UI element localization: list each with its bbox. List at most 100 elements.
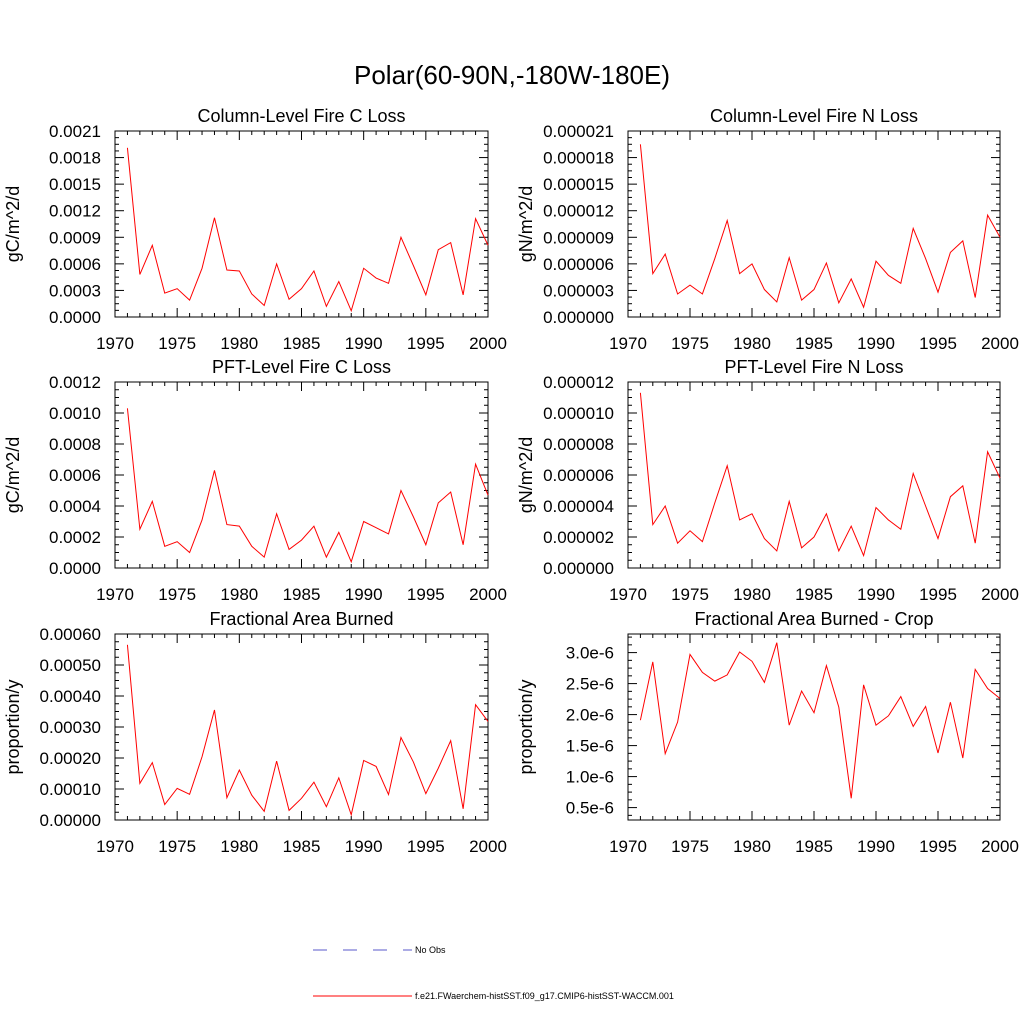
x-tick-label: 1970 — [96, 837, 134, 856]
y-tick-label: 0.000002 — [543, 528, 614, 547]
panel-title: Fractional Area Burned — [209, 609, 393, 629]
panel-pft-level-fire-c-loss: PFT-Level Fire C Loss 1970 1975 1980 1985 199… — [3, 357, 507, 604]
series-line — [126, 147, 489, 313]
legend-entry-model: f.e21.FWaerchem-histSST.f09_g17.CMIP6-hi… — [313, 991, 674, 1001]
y-tick-label: 0.000006 — [543, 255, 614, 274]
x-tick-label: 1995 — [919, 334, 957, 353]
x-tick-label: 1975 — [671, 334, 709, 353]
panel-column-level-fire-c-loss: Column-Level Fire C Loss 1970 1975 1980 1985… — [3, 106, 507, 353]
series-line — [639, 144, 1001, 309]
x-tick-label: 1980 — [220, 334, 258, 353]
panel-fractional-area-burned: Fractional Area Burned 1970 1975 1980 1985 19… — [3, 609, 507, 856]
y-tick-label: 0.0021 — [49, 122, 101, 141]
y-tick-label: 0.0012 — [49, 202, 101, 221]
y-tick-label: 0.00060 — [40, 625, 101, 644]
x-tick-label: 1995 — [919, 837, 957, 856]
y-tick-label: 0.000006 — [543, 466, 614, 485]
figure-title: Polar(60-90N,-180W-180E) — [354, 60, 670, 90]
legend-label-no-obs: No Obs — [415, 945, 446, 955]
panel-title: Column-Level Fire N Loss — [710, 106, 918, 126]
y-tick-label: 0.0015 — [49, 175, 101, 194]
y-tick-label: 0.0009 — [49, 228, 101, 247]
x-tick-label: 2000 — [469, 334, 507, 353]
y-tick-label: 0.000000 — [543, 559, 614, 578]
panels: Column-Level Fire C Loss 1970 1975 1980 1985… — [3, 106, 1019, 856]
x-tick-label: 1970 — [609, 334, 647, 353]
x-tick-label: 2000 — [981, 585, 1019, 604]
x-tick-label: 1990 — [857, 334, 895, 353]
y-tick-label: 0.00040 — [40, 687, 101, 706]
y-tick-label: 0.000012 — [543, 202, 614, 221]
x-tick-label: 2000 — [469, 837, 507, 856]
series-line — [639, 642, 1001, 799]
y-axis-label: proportion/y — [3, 679, 23, 774]
x-tick-label: 1985 — [795, 585, 833, 604]
x-tick-label: 1985 — [795, 837, 833, 856]
legend: No Obs f.e21.FWaerchem-histSST.f09_g17.C… — [313, 945, 674, 1001]
x-tick-label: 1970 — [96, 585, 134, 604]
plot-frame — [114, 633, 489, 821]
x-tick-label: 1990 — [857, 837, 895, 856]
y-tick-label: 0.000010 — [543, 404, 614, 423]
x-tick-label: 1990 — [857, 585, 895, 604]
x-tick-label: 1980 — [220, 585, 258, 604]
series-line — [639, 392, 1001, 558]
x-tick-label: 1995 — [407, 334, 445, 353]
y-axis-label: gN/m^2/d — [516, 437, 536, 513]
y-tick-label: 0.000018 — [543, 149, 614, 168]
panel-title: PFT-Level Fire N Loss — [724, 357, 903, 377]
y-tick-label: 0.000003 — [543, 281, 614, 300]
x-tick-label: 1970 — [609, 837, 647, 856]
y-tick-label: 0.00000 — [40, 811, 101, 830]
x-tick-label: 1990 — [345, 837, 383, 856]
x-tick-label: 2000 — [981, 837, 1019, 856]
y-tick-label: 0.000008 — [543, 435, 614, 454]
x-tick-label: 1975 — [158, 334, 196, 353]
y-tick-label: 0.0002 — [49, 528, 101, 547]
legend-entry-no-obs: No Obs — [313, 945, 446, 955]
y-tick-label: 2.5e-6 — [566, 675, 614, 694]
x-tick-label: 1975 — [158, 837, 196, 856]
panel-title: PFT-Level Fire C Loss — [212, 357, 391, 377]
y-axis-label: gC/m^2/d — [3, 186, 23, 262]
legend-label-model: f.e21.FWaerchem-histSST.f09_g17.CMIP6-hi… — [415, 991, 674, 1001]
y-tick-label: 0.0000 — [49, 559, 101, 578]
y-tick-label: 0.5e-6 — [566, 799, 614, 818]
y-tick-label: 0.00050 — [40, 656, 101, 675]
panel-fractional-area-burned-crop: Fractional Area Burned - Crop 1970 1975 198… — [516, 609, 1019, 856]
y-tick-label: 0.0012 — [49, 373, 101, 392]
y-tick-label: 0.0006 — [49, 466, 101, 485]
y-tick-label: 3.0e-6 — [566, 644, 614, 663]
y-tick-label: 2.0e-6 — [566, 706, 614, 725]
x-tick-label: 1975 — [158, 585, 196, 604]
y-tick-label: 0.000012 — [543, 373, 614, 392]
y-tick-label: 0.0004 — [49, 497, 101, 516]
y-tick-label: 0.0018 — [49, 149, 101, 168]
y-tick-label: 0.000021 — [543, 122, 614, 141]
y-axis-label: proportion/y — [516, 679, 536, 774]
x-tick-label: 2000 — [981, 334, 1019, 353]
series-line — [126, 644, 489, 817]
x-tick-label: 1985 — [795, 334, 833, 353]
x-tick-label: 1985 — [283, 334, 321, 353]
y-tick-label: 0.0000 — [49, 308, 101, 327]
y-tick-label: 1.0e-6 — [566, 768, 614, 787]
x-tick-label: 1995 — [407, 837, 445, 856]
panel-pft-level-fire-n-loss: PFT-Level Fire N Loss 1970 1975 1980 1985 199… — [516, 357, 1019, 604]
x-tick-label: 1995 — [919, 585, 957, 604]
y-tick-label: 0.0008 — [49, 435, 101, 454]
x-tick-label: 1975 — [671, 585, 709, 604]
y-tick-label: 0.00010 — [40, 780, 101, 799]
x-tick-label: 1970 — [609, 585, 647, 604]
y-tick-label: 0.00030 — [40, 718, 101, 737]
panel-column-level-fire-n-loss: Column-Level Fire N Loss 1970 1975 1980 1985… — [516, 106, 1019, 353]
y-axis-label: gC/m^2/d — [3, 437, 23, 513]
x-tick-label: 1985 — [283, 837, 321, 856]
y-tick-label: 0.00020 — [40, 749, 101, 768]
x-tick-label: 2000 — [469, 585, 507, 604]
y-tick-label: 0.000009 — [543, 228, 614, 247]
y-tick-label: 0.0006 — [49, 255, 101, 274]
y-tick-label: 0.000000 — [543, 308, 614, 327]
x-tick-label: 1980 — [733, 334, 771, 353]
